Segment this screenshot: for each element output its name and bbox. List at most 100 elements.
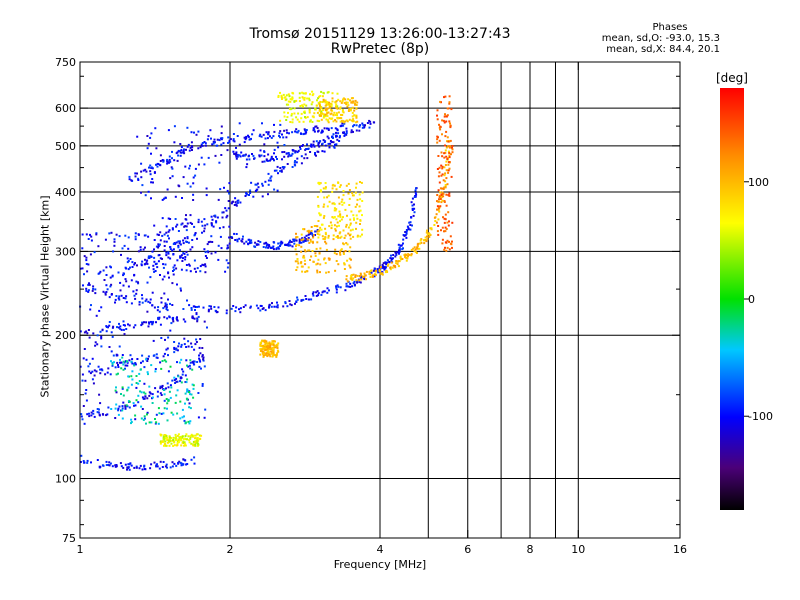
data-point bbox=[439, 100, 442, 103]
data-point bbox=[338, 210, 341, 213]
data-point bbox=[344, 120, 347, 123]
data-point bbox=[322, 100, 325, 103]
data-point bbox=[316, 271, 319, 274]
data-point bbox=[381, 273, 384, 276]
data-point bbox=[163, 245, 166, 247]
data-point bbox=[98, 413, 101, 416]
data-point bbox=[169, 248, 172, 251]
data-point bbox=[231, 237, 234, 239]
data-point bbox=[303, 249, 306, 252]
data-point bbox=[343, 263, 346, 266]
data-point bbox=[222, 142, 225, 145]
data-point bbox=[428, 235, 431, 238]
data-point bbox=[317, 182, 320, 185]
data-point bbox=[213, 141, 216, 144]
phases-legend-x-mode: mean, sd,X: 84.4, 20.1 bbox=[606, 44, 720, 55]
data-point bbox=[245, 192, 248, 194]
data-point bbox=[341, 122, 344, 125]
data-point bbox=[181, 373, 184, 376]
data-point bbox=[267, 246, 270, 249]
data-point bbox=[243, 141, 246, 144]
data-point bbox=[355, 182, 358, 185]
data-point bbox=[203, 230, 206, 233]
data-point bbox=[408, 253, 411, 256]
data-point bbox=[300, 112, 303, 115]
data-point bbox=[153, 224, 156, 227]
data-point bbox=[166, 347, 169, 350]
data-point bbox=[290, 107, 293, 110]
data-point bbox=[151, 250, 154, 253]
data-point bbox=[441, 199, 444, 202]
data-point bbox=[340, 117, 343, 120]
data-point bbox=[303, 228, 306, 231]
data-point bbox=[446, 239, 449, 242]
data-point bbox=[356, 281, 359, 284]
data-point bbox=[445, 177, 448, 180]
data-point bbox=[352, 214, 355, 217]
data-point bbox=[351, 106, 354, 109]
data-point bbox=[112, 325, 115, 328]
data-point bbox=[291, 131, 294, 134]
data-point bbox=[90, 411, 93, 414]
data-point bbox=[190, 307, 193, 309]
data-point bbox=[239, 155, 242, 158]
data-point bbox=[248, 154, 250, 157]
data-point bbox=[190, 393, 193, 396]
data-point bbox=[355, 186, 357, 189]
data-point bbox=[174, 382, 177, 384]
data-point bbox=[295, 245, 297, 248]
data-point bbox=[320, 228, 323, 231]
data-point bbox=[430, 228, 433, 231]
data-point bbox=[117, 409, 120, 412]
data-point bbox=[195, 133, 198, 136]
data-point bbox=[194, 443, 197, 446]
data-point bbox=[324, 187, 327, 190]
data-point bbox=[176, 259, 179, 262]
data-point bbox=[88, 283, 91, 286]
data-point bbox=[319, 107, 322, 109]
data-point bbox=[283, 129, 286, 132]
data-point bbox=[85, 330, 88, 333]
data-point bbox=[341, 119, 344, 122]
data-point bbox=[345, 101, 348, 104]
data-point bbox=[436, 109, 439, 112]
data-point bbox=[291, 245, 294, 248]
data-point bbox=[321, 142, 324, 145]
data-point bbox=[114, 465, 117, 468]
data-point bbox=[186, 364, 188, 367]
data-point bbox=[131, 378, 134, 381]
data-point bbox=[449, 235, 452, 238]
data-point bbox=[345, 130, 348, 133]
data-point bbox=[353, 280, 356, 283]
data-point bbox=[147, 190, 150, 193]
data-point bbox=[150, 166, 153, 169]
data-point bbox=[186, 126, 189, 129]
data-point bbox=[324, 101, 327, 104]
data-point bbox=[358, 125, 361, 128]
data-point bbox=[110, 231, 113, 234]
data-point bbox=[115, 373, 118, 376]
data-point bbox=[354, 103, 356, 106]
data-point bbox=[189, 393, 191, 396]
data-point bbox=[316, 99, 318, 102]
data-point bbox=[94, 344, 97, 347]
data-point bbox=[342, 253, 345, 255]
data-point bbox=[183, 441, 186, 444]
data-point bbox=[185, 463, 188, 466]
data-point bbox=[227, 141, 229, 144]
data-point bbox=[227, 262, 230, 265]
data-point bbox=[324, 231, 327, 234]
data-point bbox=[341, 114, 344, 116]
data-point bbox=[171, 461, 174, 464]
data-point bbox=[212, 225, 215, 228]
data-point bbox=[177, 433, 180, 436]
data-point bbox=[189, 435, 192, 438]
data-point bbox=[302, 97, 305, 100]
data-point bbox=[177, 154, 180, 157]
data-point bbox=[444, 230, 447, 233]
data-point bbox=[105, 291, 108, 293]
data-point bbox=[298, 100, 301, 103]
data-point bbox=[446, 158, 449, 160]
data-point bbox=[118, 322, 120, 325]
data-point bbox=[256, 188, 259, 191]
